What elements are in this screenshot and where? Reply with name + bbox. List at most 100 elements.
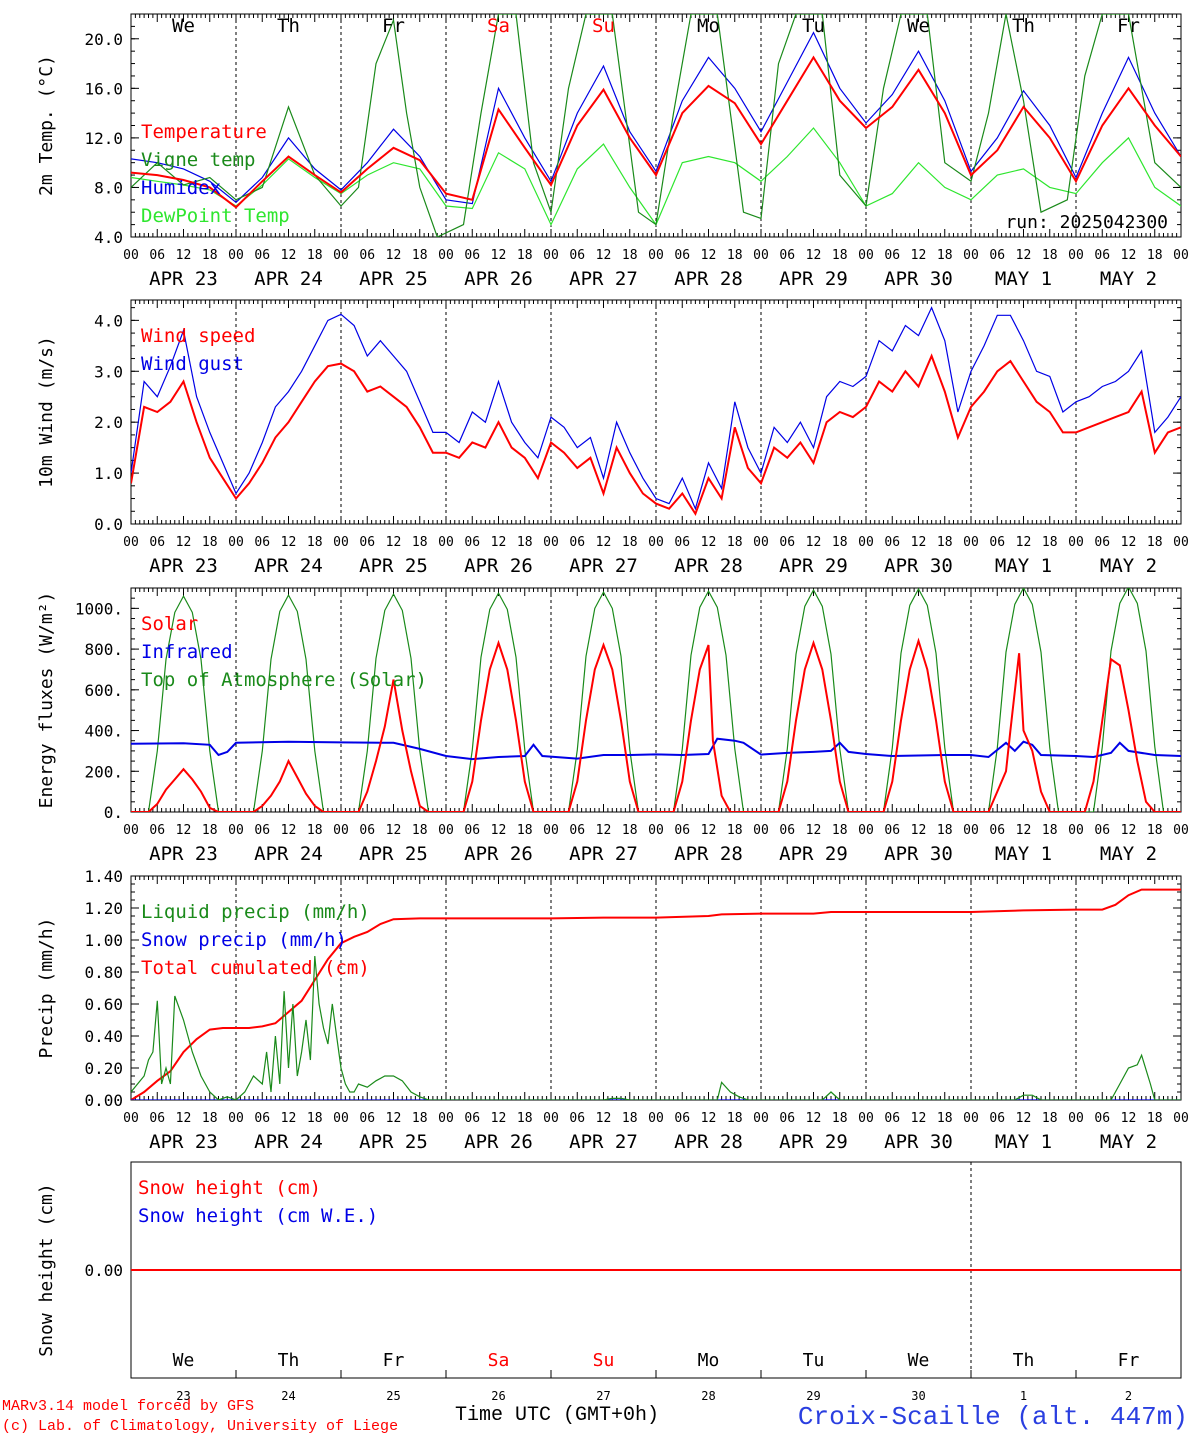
y-tick-label: 0.0 bbox=[94, 515, 123, 534]
legend-entry: Infrared bbox=[141, 641, 233, 663]
day-name-label: Fr bbox=[1118, 1350, 1140, 1371]
panel-2: 0.0 1.0 2.0 3.0 4.0 10m Wind (m/s) Wind speed W… bbox=[36, 299, 1189, 577]
x-hour-label: 12 bbox=[596, 823, 612, 838]
legend-entry: Temperature bbox=[141, 121, 267, 143]
x-hour-label: 06 bbox=[254, 535, 270, 550]
y-tick-label: 0.60 bbox=[84, 995, 123, 1014]
x-hour-label: 12 bbox=[386, 823, 402, 838]
x-hour-label: 18 bbox=[622, 248, 638, 263]
x-hour-label: 12 bbox=[491, 248, 507, 263]
x-hour-label: 06 bbox=[569, 248, 585, 263]
x-hour-label: 00 bbox=[753, 248, 769, 263]
x-hour-label: 12 bbox=[911, 248, 927, 263]
x-date-label: APR 24 bbox=[254, 1131, 323, 1153]
x-hour-label: 06 bbox=[779, 1111, 795, 1126]
x-hour-label: 18 bbox=[622, 535, 638, 550]
y-tick-label: 2.0 bbox=[94, 413, 123, 432]
x-hour-label: 12 bbox=[701, 1111, 717, 1126]
x-hour-label: 06 bbox=[254, 248, 270, 263]
x-hour-label: 06 bbox=[1094, 823, 1110, 838]
x-date-label: APR 27 bbox=[569, 843, 638, 865]
x-hour-label: 18 bbox=[1042, 823, 1058, 838]
x-hour-label: 18 bbox=[517, 823, 533, 838]
x-hour-label: 12 bbox=[1016, 535, 1032, 550]
day-name-label: Fr bbox=[1117, 15, 1140, 37]
run-label: run: 2025042300 bbox=[1005, 212, 1168, 233]
day-name-label: Th bbox=[278, 1350, 300, 1371]
x-hour-label: 00 bbox=[963, 248, 979, 263]
y-tick-label: 4.0 bbox=[94, 228, 123, 247]
x-hour-label: 18 bbox=[202, 248, 218, 263]
x-hour-label: 00 bbox=[753, 823, 769, 838]
y-axis-label: 10m Wind (m/s) bbox=[36, 336, 57, 488]
x-hour-label: 18 bbox=[307, 248, 323, 263]
series-line bbox=[131, 353, 1181, 517]
x-hour-label: 00 bbox=[543, 823, 559, 838]
day-name-label: Mo bbox=[698, 1350, 720, 1371]
day-name-label: Tu bbox=[803, 1350, 825, 1371]
x-date-label: APR 24 bbox=[254, 843, 323, 865]
day-name-label: Sa bbox=[488, 1350, 510, 1371]
x-date-label: MAY 2 bbox=[1100, 843, 1157, 865]
x-hour-label: 00 bbox=[438, 1111, 454, 1126]
x-hour-label: 00 bbox=[543, 248, 559, 263]
x-hour-label: 12 bbox=[806, 535, 822, 550]
x-hour-label: 18 bbox=[412, 535, 428, 550]
x-hour-label: 12 bbox=[386, 535, 402, 550]
x-hour-label: 18 bbox=[202, 535, 218, 550]
x-hour-label: 00 bbox=[123, 1111, 139, 1126]
legend-entry: Humidex bbox=[141, 177, 221, 199]
y-tick-label: 1.20 bbox=[84, 899, 123, 918]
x-hour-label: 06 bbox=[674, 248, 690, 263]
x-date-label: APR 28 bbox=[674, 555, 743, 577]
x-hour-label: 18 bbox=[727, 535, 743, 550]
series-line bbox=[131, 588, 1181, 812]
panel-1: 4.0 8.0 12.0 16.0 20.0 2m Temp. (°C) Temperatu… bbox=[36, 13, 1189, 290]
panel-5: 0.00 Snow height (cm) Snow height (cm) Snow… bbox=[36, 1161, 1182, 1403]
y-tick-label: 8.0 bbox=[94, 178, 123, 197]
x-hour-label: 06 bbox=[1094, 1111, 1110, 1126]
x-hour-label: 00 bbox=[333, 823, 349, 838]
x-date-label: APR 26 bbox=[464, 1131, 533, 1153]
x-hour-label: 00 bbox=[648, 535, 664, 550]
x-hour-label: 12 bbox=[806, 248, 822, 263]
x-date-label: APR 27 bbox=[569, 555, 638, 577]
x-hour-label: 12 bbox=[176, 1111, 192, 1126]
x-date-label: MAY 1 bbox=[995, 1131, 1052, 1153]
x-date-label: APR 30 bbox=[884, 843, 953, 865]
day-number-label: 1 bbox=[1020, 1389, 1027, 1403]
x-hour-label: 18 bbox=[832, 823, 848, 838]
x-hour-label: 12 bbox=[701, 535, 717, 550]
x-hour-label: 18 bbox=[832, 248, 848, 263]
x-date-label: APR 26 bbox=[464, 843, 533, 865]
x-date-label: APR 29 bbox=[779, 1131, 848, 1153]
x-hour-label: 12 bbox=[491, 823, 507, 838]
x-hour-label: 06 bbox=[359, 1111, 375, 1126]
x-date-label: APR 27 bbox=[569, 1131, 638, 1153]
y-tick-label: 20.0 bbox=[84, 30, 123, 49]
y-tick-label: 0. bbox=[104, 803, 123, 822]
series-line bbox=[131, 31, 1181, 205]
x-hour-label: 06 bbox=[1094, 248, 1110, 263]
day-number-label: 25 bbox=[386, 1389, 400, 1403]
x-hour-label: 06 bbox=[464, 1111, 480, 1126]
x-date-label: APR 23 bbox=[149, 843, 218, 865]
x-hour-label: 12 bbox=[596, 1111, 612, 1126]
x-hour-label: 18 bbox=[1042, 1111, 1058, 1126]
x-hour-label: 00 bbox=[1068, 535, 1084, 550]
x-date-label: APR 23 bbox=[149, 1131, 218, 1153]
x-hour-label: 18 bbox=[1042, 535, 1058, 550]
y-axis-label: Snow height (cm) bbox=[36, 1183, 57, 1356]
x-hour-label: 12 bbox=[1016, 823, 1032, 838]
x-hour-label: 06 bbox=[884, 1111, 900, 1126]
day-name-label: Mo bbox=[697, 15, 720, 37]
x-hour-label: 00 bbox=[1068, 823, 1084, 838]
x-hour-label: 12 bbox=[1121, 823, 1137, 838]
x-hour-label: 00 bbox=[228, 535, 244, 550]
x-hour-label: 00 bbox=[648, 823, 664, 838]
x-date-label: MAY 1 bbox=[995, 843, 1052, 865]
x-hour-label: 12 bbox=[491, 535, 507, 550]
x-hour-label: 00 bbox=[438, 248, 454, 263]
legend-entry: Snow height (cm W.E.) bbox=[138, 1205, 378, 1227]
x-hour-label: 00 bbox=[1173, 1111, 1189, 1126]
